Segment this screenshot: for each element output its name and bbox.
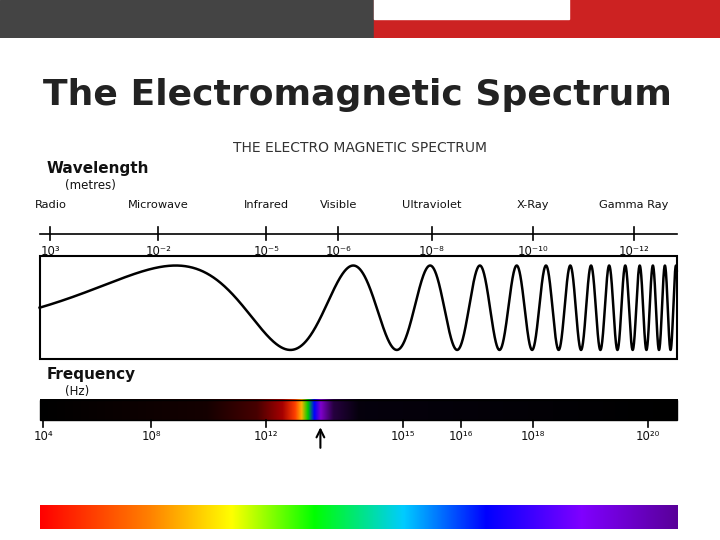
Text: Infrared: Infrared (244, 199, 289, 210)
Text: Ultraviolet: Ultraviolet (402, 199, 462, 210)
Text: 10⁻⁶: 10⁻⁶ (325, 245, 351, 258)
Text: 10⁻⁸: 10⁻⁸ (419, 245, 445, 258)
Text: 10²⁰: 10²⁰ (636, 429, 660, 442)
Text: 10⁻¹²: 10⁻¹² (618, 245, 649, 258)
Text: X-Ray: X-Ray (516, 199, 549, 210)
Text: 10⁸: 10⁸ (141, 429, 161, 442)
Text: The Electromagnetic Spectrum: The Electromagnetic Spectrum (43, 78, 672, 112)
Text: Radio: Radio (35, 199, 66, 210)
Text: 10¹⁶: 10¹⁶ (449, 429, 473, 442)
Bar (374, 0, 720, 57)
Text: THE ELECTRO MAGNETIC SPECTRUM: THE ELECTRO MAGNETIC SPECTRUM (233, 141, 487, 155)
Text: Wavelength: Wavelength (47, 161, 149, 176)
Bar (374, 0, 569, 19)
Text: 10³: 10³ (40, 245, 60, 258)
Text: Frequency: Frequency (47, 367, 136, 382)
FancyBboxPatch shape (40, 256, 677, 359)
Text: (metres): (metres) (65, 179, 116, 192)
Text: Microwave: Microwave (128, 199, 189, 210)
Text: 10¹⁵: 10¹⁵ (391, 429, 415, 442)
Text: 10⁻²: 10⁻² (145, 245, 171, 258)
Text: 10⁻⁵: 10⁻⁵ (253, 245, 279, 258)
Text: 10⁻¹⁰: 10⁻¹⁰ (518, 245, 548, 258)
Text: Gamma Ray: Gamma Ray (599, 199, 668, 210)
Text: 10¹⁸: 10¹⁸ (521, 429, 545, 442)
Text: (Hz): (Hz) (65, 386, 89, 399)
Text: 10¹²: 10¹² (254, 429, 279, 442)
Text: Visible: Visible (320, 199, 357, 210)
Text: 10⁴: 10⁴ (33, 429, 53, 442)
